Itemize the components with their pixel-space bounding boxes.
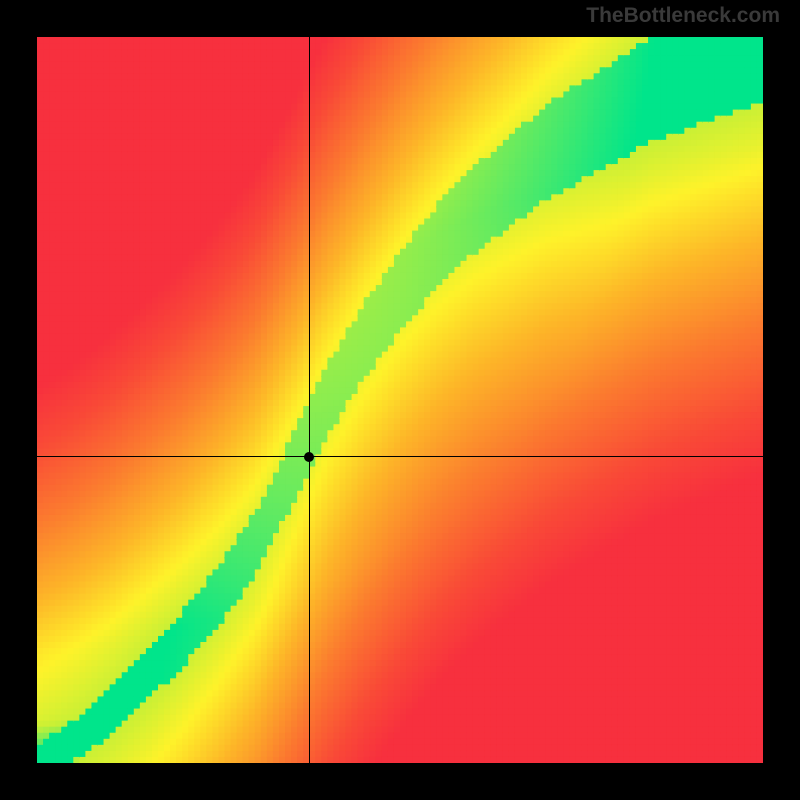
watermark-text: TheBottleneck.com xyxy=(586,4,780,28)
heatmap-canvas xyxy=(37,37,763,763)
crosshair-marker xyxy=(304,452,314,462)
crosshair-vertical xyxy=(309,37,310,763)
plot-area xyxy=(37,37,763,763)
crosshair-horizontal xyxy=(37,456,763,457)
